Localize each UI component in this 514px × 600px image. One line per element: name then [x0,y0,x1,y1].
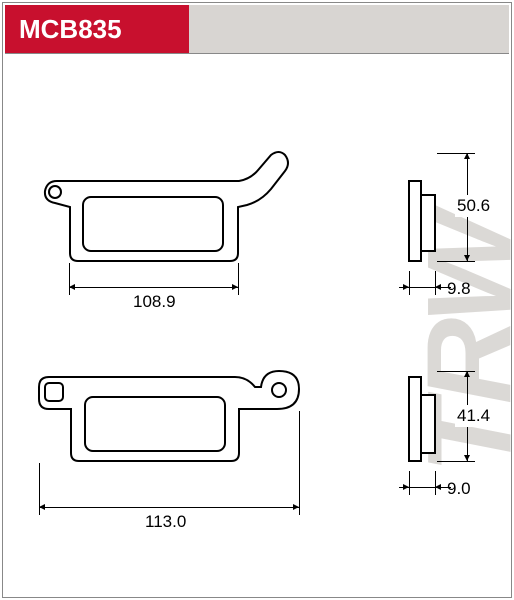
dim-pad2-width: 113.0 [145,512,186,532]
dim-pad1-height: 50.6 [455,195,492,217]
arrow [464,153,470,159]
arrow [293,504,299,510]
dim-line [69,287,238,288]
arrow [464,455,470,461]
ext-line [437,261,475,262]
ext-line [238,263,239,295]
pad2-shape [35,355,305,470]
arrow [69,284,75,290]
arrow [435,284,441,290]
arrow [232,284,238,290]
pad1-side [403,145,447,270]
arrow [403,284,409,290]
page-border: MCB835 TRW [2,2,512,598]
ext-line [435,271,436,295]
header-divider [5,53,509,54]
ext-line [409,471,410,495]
arrow [435,484,441,490]
header: MCB835 [5,5,509,53]
product-code: MCB835 [5,5,189,53]
arrow [39,504,45,510]
arrow [464,255,470,261]
drawing-canvas: TRW [5,55,509,595]
arrow [403,484,409,490]
ext-line [437,461,475,462]
dim-pad2-height: 41.4 [455,405,492,427]
ext-line [409,271,410,295]
ext-line [435,471,436,495]
header-fill [189,5,509,53]
ext-line [299,411,300,515]
dim-pad1-width: 108.9 [133,292,176,312]
ext-line [69,263,70,295]
dim-pad2-thick: 9.0 [447,479,471,499]
pad2-side [403,355,447,470]
dim-pad1-thick: 9.8 [447,279,471,299]
pad1-shape [35,145,295,270]
dim-line [39,507,299,508]
arrow [464,371,470,377]
